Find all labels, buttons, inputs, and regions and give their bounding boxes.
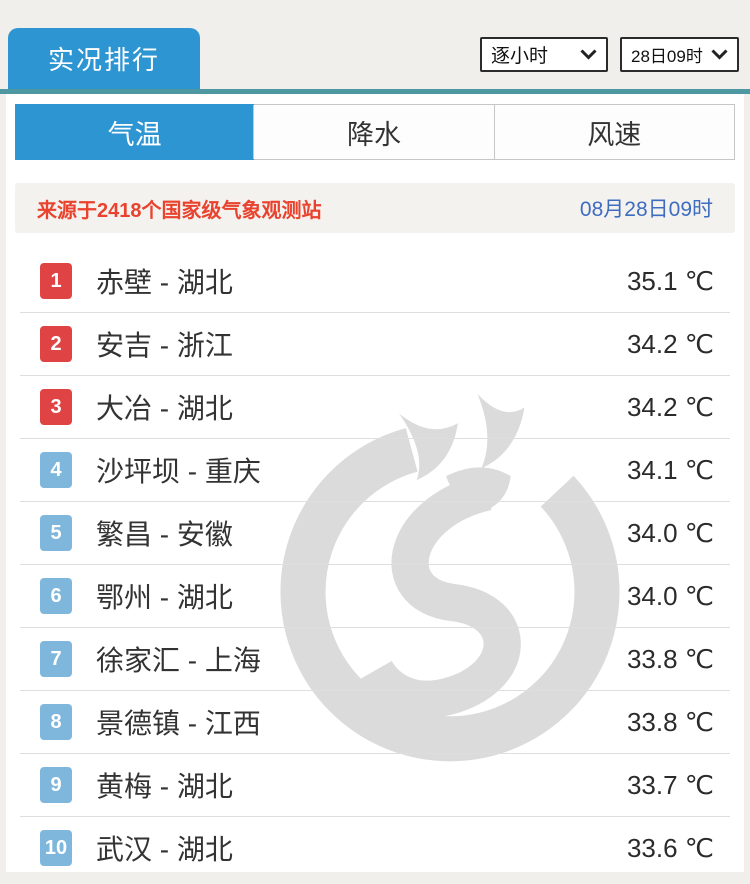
source-text: 来源于2418个国家级气象观测站: [37, 199, 322, 222]
station-label: 繁昌 - 安徽: [96, 519, 233, 550]
rank-badge: 8: [40, 704, 72, 740]
rank-badge: 5: [40, 515, 72, 551]
content-card: 气温 降水 风速 来源于2418个国家级气象观测站 08月28日09时 1 赤壁…: [6, 94, 744, 872]
time-select[interactable]: 28日09时: [620, 37, 739, 72]
ranking-row[interactable]: 3 大冶 - 湖北 34.2 ℃: [20, 376, 730, 439]
station-label: 景德镇 - 江西: [96, 708, 261, 739]
time-select-value: 28日09时: [631, 47, 703, 66]
tab-bar: 气温 降水 风速: [15, 104, 735, 160]
tab-precipitation[interactable]: 降水: [253, 105, 493, 159]
temp-value: 34.1 ℃: [626, 454, 714, 485]
live-ranking-title-tab: 实况排行: [8, 28, 200, 89]
temp-value: 33.6 ℃: [626, 832, 714, 863]
rank-badge: 7: [40, 641, 72, 677]
rank-badge: 1: [40, 263, 72, 299]
temp-value: 34.2 ℃: [626, 391, 714, 422]
observation-timestamp: 08月28日09时: [579, 198, 713, 221]
rank-badge: 9: [40, 767, 72, 803]
period-select[interactable]: 逐小时: [480, 37, 608, 72]
ranking-row[interactable]: 7 徐家汇 - 上海 33.8 ℃: [20, 628, 730, 691]
temp-value: 33.7 ℃: [626, 769, 714, 800]
ranking-row[interactable]: 1 赤壁 - 湖北 35.1 ℃: [20, 250, 730, 313]
page-title: 实况排行: [47, 45, 160, 75]
station-label: 鄂州 - 湖北: [96, 582, 233, 613]
tab-label: 降水: [346, 119, 401, 150]
rank-badge: 6: [40, 578, 72, 614]
temp-value: 33.8 ℃: [626, 706, 714, 737]
station-label: 赤壁 - 湖北: [96, 267, 233, 298]
ranking-row[interactable]: 5 繁昌 - 安徽 34.0 ℃: [20, 502, 730, 565]
temp-value: 34.0 ℃: [626, 517, 714, 548]
ranking-row[interactable]: 4 沙坪坝 - 重庆 34.1 ℃: [20, 439, 730, 502]
rank-badge: 4: [40, 452, 72, 488]
station-label: 武汉 - 湖北: [96, 834, 233, 865]
ranking-row[interactable]: 8 景德镇 - 江西 33.8 ℃: [20, 691, 730, 754]
tab-temperature[interactable]: 气温: [15, 104, 255, 160]
rank-badge: 3: [40, 389, 72, 425]
station-label: 徐家汇 - 上海: [96, 645, 261, 676]
station-label: 沙坪坝 - 重庆: [96, 456, 261, 487]
temp-value: 35.1 ℃: [626, 265, 714, 296]
ranking-row[interactable]: 10 武汉 - 湖北 33.6 ℃: [20, 817, 730, 879]
header-divider: [0, 89, 750, 94]
temp-value: 34.2 ℃: [626, 328, 714, 359]
station-label: 安吉 - 浙江: [96, 330, 233, 361]
station-label: 黄梅 - 湖北: [96, 771, 233, 802]
ranking-row[interactable]: 2 安吉 - 浙江 34.2 ℃: [20, 313, 730, 376]
source-bar: 来源于2418个国家级气象观测站 08月28日09时: [15, 183, 735, 233]
ranking-list: 1 赤壁 - 湖北 35.1 ℃ 2 安吉 - 浙江 34.2 ℃ 3 大冶 -…: [20, 250, 730, 879]
rank-badge: 2: [40, 326, 72, 362]
temp-value: 34.0 ℃: [626, 580, 714, 611]
chevron-down-icon: [711, 49, 728, 60]
station-label: 大冶 - 湖北: [96, 393, 233, 424]
chevron-down-icon: [580, 49, 597, 60]
tab-label: 气温: [107, 119, 162, 150]
temp-value: 33.8 ℃: [626, 643, 714, 674]
ranking-row[interactable]: 9 黄梅 - 湖北 33.7 ℃: [20, 754, 730, 817]
tab-wind-speed[interactable]: 风速: [493, 105, 734, 159]
ranking-row[interactable]: 6 鄂州 - 湖北 34.0 ℃: [20, 565, 730, 628]
period-select-value: 逐小时: [491, 46, 549, 67]
tab-label: 风速: [587, 119, 642, 150]
rank-badge: 10: [40, 830, 72, 866]
